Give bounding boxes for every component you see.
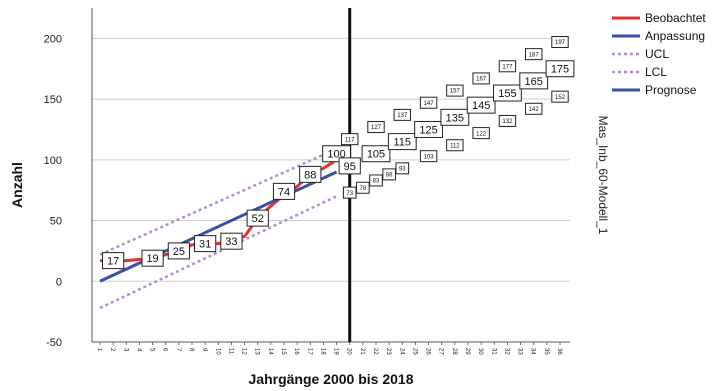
value-label: 25	[173, 246, 185, 258]
series-lcl-line	[100, 196, 337, 308]
x-tick-label: 36	[556, 348, 562, 355]
legend-label: UCL	[645, 47, 669, 61]
x-tick-label: 3	[122, 348, 128, 352]
x-tick-label: 9	[201, 348, 207, 352]
value-label: 135	[446, 112, 464, 124]
x-tick-label: 33	[517, 348, 523, 355]
x-tick-label: 18	[319, 348, 325, 355]
legend-label: LCL	[645, 65, 667, 79]
x-tick-label: 13	[254, 348, 260, 355]
y-tick-label: 200	[44, 33, 62, 45]
value-label: 74	[278, 186, 290, 198]
series-anpassung-line	[100, 172, 337, 281]
x-tick-label: 34	[530, 348, 536, 355]
value-label: 165	[525, 76, 543, 88]
y-tick-label: 50	[50, 216, 62, 228]
value-label: 127	[371, 125, 382, 131]
x-tick-label: 24	[398, 348, 404, 355]
x-tick-label: 20	[346, 348, 352, 355]
value-label: 88	[386, 173, 393, 179]
x-tick-label: 1	[96, 348, 102, 352]
y-tick-label: 100	[44, 155, 62, 167]
x-tick-label: 28	[451, 348, 457, 355]
x-tick-label: 30	[477, 348, 483, 355]
x-tick-label: 26	[425, 348, 431, 355]
value-label: 31	[199, 239, 211, 251]
value-label: 132	[502, 119, 513, 125]
x-tick-label: 31	[490, 348, 496, 355]
x-tick-label: 2	[109, 348, 115, 352]
value-label: 152	[555, 95, 566, 101]
value-label: 95	[344, 161, 356, 173]
x-tick-label: 29	[464, 348, 470, 355]
y-tick-label: 150	[44, 94, 62, 106]
y-tick-label: -50	[46, 337, 62, 349]
x-tick-label: 7	[175, 348, 181, 352]
value-label: 177	[502, 64, 513, 70]
grid-lines	[92, 38, 570, 342]
x-tick-label: 23	[385, 348, 391, 355]
value-label: 105	[367, 149, 385, 161]
x-tick-label: 22	[372, 348, 378, 355]
x-tick-label: 27	[438, 348, 444, 355]
x-tick-label: 6	[162, 348, 168, 352]
value-label: 167	[476, 77, 487, 83]
value-label: 83	[373, 179, 380, 185]
y-tick-label: 0	[56, 276, 62, 288]
value-label: 52	[252, 213, 264, 225]
value-label: 175	[551, 64, 569, 76]
x-tick-label: 19	[333, 348, 339, 355]
value-label: 155	[498, 88, 516, 100]
x-tick-label: 35	[543, 348, 549, 355]
value-label: 117	[345, 137, 355, 143]
value-label: 125	[419, 124, 437, 136]
value-label: 197	[555, 40, 566, 46]
x-tick-label: 15	[280, 348, 286, 355]
value-label: 73	[346, 191, 353, 197]
value-label: 78	[360, 186, 367, 192]
x-tick-label: 16	[293, 348, 299, 355]
value-label: 88	[304, 169, 316, 181]
legend-label: Prognose	[645, 83, 697, 97]
x-tick-label: 4	[135, 348, 141, 352]
value-label: 17	[107, 256, 119, 268]
series-ucl-line	[100, 149, 337, 255]
value-label: 145	[472, 100, 490, 112]
x-tick-label: 5	[149, 348, 155, 352]
x-tick-label: 12	[241, 348, 247, 355]
value-label: 137	[397, 113, 408, 119]
value-label: 103	[424, 154, 435, 160]
side-label: Mas_Inb_60-Modell_1	[596, 116, 610, 235]
x-tick-label: 21	[359, 348, 365, 355]
legend: Beobachtet Anpassung UCL LCL Prognose	[612, 11, 706, 97]
value-label: 187	[529, 52, 540, 58]
x-tick-label: 8	[188, 348, 194, 352]
value-label: 115	[394, 137, 412, 149]
value-label: 147	[424, 101, 435, 107]
x-tick-label: 11	[227, 348, 233, 355]
value-label: 33	[225, 236, 237, 248]
legend-label: Anpassung	[645, 29, 705, 43]
value-label: 157	[450, 89, 461, 95]
x-tick-label: 32	[503, 348, 509, 355]
value-label: 122	[476, 131, 487, 137]
x-axis-title: Jahrgänge 2000 bis 2018	[249, 371, 414, 387]
x-tick-label: 25	[411, 348, 417, 355]
value-label: 112	[450, 143, 460, 149]
y-axis-title: Anzahl	[9, 162, 25, 208]
x-tick-label: 17	[306, 348, 312, 355]
x-tick-label: 10	[214, 348, 220, 355]
legend-label: Beobachtet	[645, 11, 706, 25]
value-label: 142	[529, 107, 540, 113]
x-tick-label: 14	[267, 348, 273, 355]
value-label: 93	[399, 166, 406, 172]
value-label: 19	[146, 253, 158, 265]
